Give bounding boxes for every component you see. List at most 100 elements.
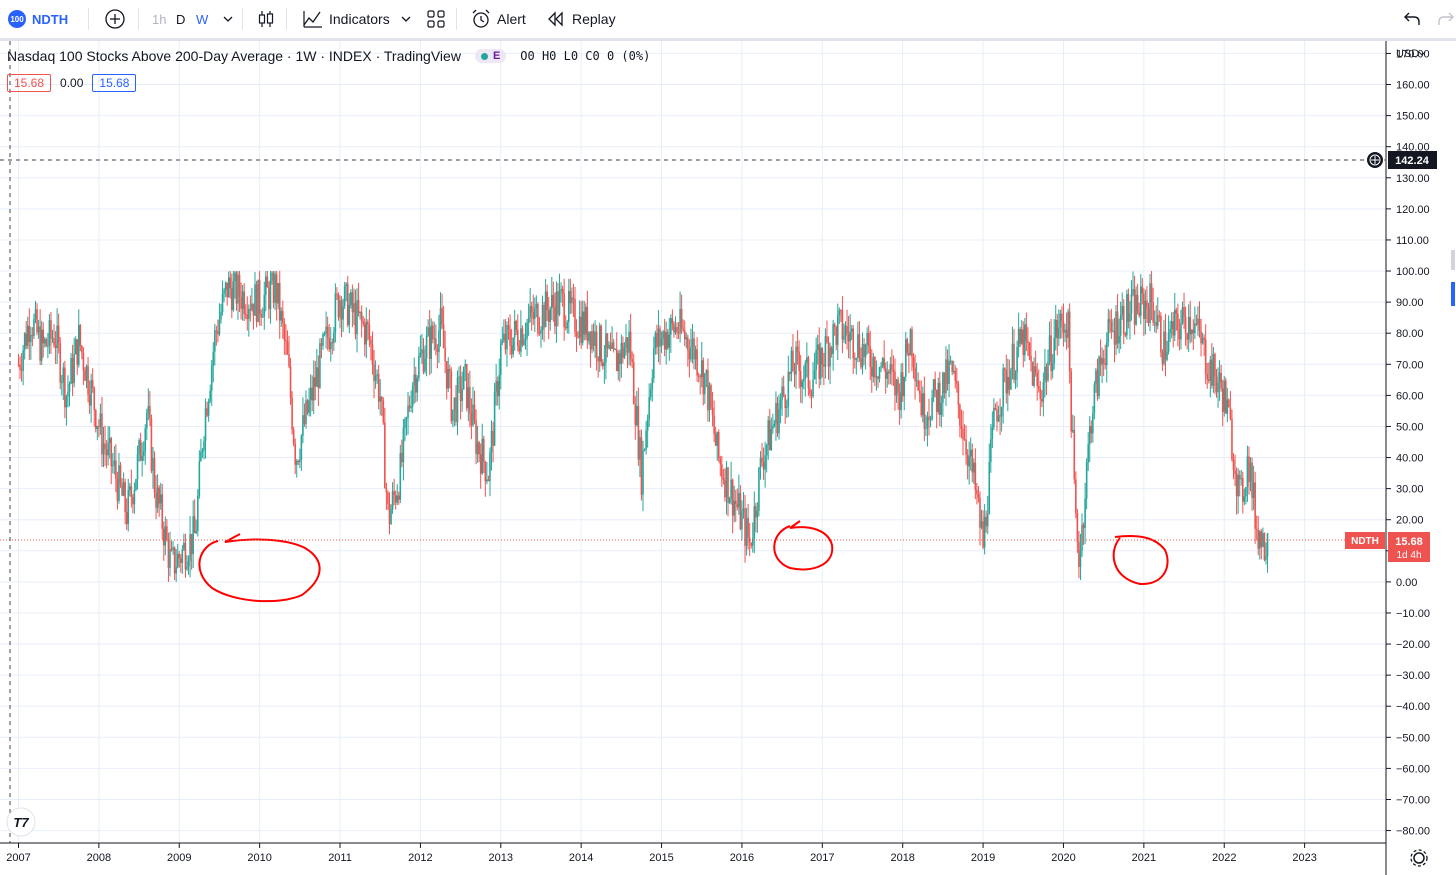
candle-body [764, 455, 766, 470]
candle-body [478, 442, 480, 455]
candles-icon [258, 11, 274, 27]
candle-body [425, 335, 428, 359]
candle-body [1141, 286, 1144, 294]
candle-body [419, 352, 422, 357]
candle-body [34, 309, 37, 319]
candle-body [170, 549, 173, 551]
candle-body [414, 374, 417, 393]
y-tick-label: 20.00 [1396, 515, 1424, 527]
candle-body [107, 443, 109, 456]
axis-scroll-handle[interactable] [1451, 250, 1455, 270]
candle-body [719, 458, 722, 465]
candle-body [588, 331, 590, 342]
candle-body [1084, 498, 1086, 529]
candle-body [132, 497, 134, 505]
candle-body [818, 344, 821, 379]
indicators-button[interactable]: Indicators [294, 0, 398, 38]
candle-body [28, 325, 31, 343]
replay-button[interactable]: Replay [538, 0, 624, 38]
indicators-icon [303, 11, 322, 28]
timeframe-d[interactable]: D [176, 11, 186, 27]
candle-body [1082, 524, 1085, 529]
candle-body [294, 443, 296, 465]
candle-body [1231, 418, 1233, 460]
axis-scale-handle[interactable] [1451, 282, 1455, 306]
candle-body [671, 318, 674, 324]
x-tick-label: 2020 [1051, 852, 1075, 864]
timeframe-w[interactable]: W [196, 11, 209, 27]
candle-body [804, 362, 807, 380]
candle-body [1175, 309, 1178, 314]
candle-body [322, 334, 324, 346]
candle-body [716, 432, 719, 446]
symbol-search-button[interactable]: 100 NDTH [0, 0, 76, 38]
candle-body [223, 289, 225, 294]
candle-body [558, 290, 561, 315]
candle-body [942, 372, 944, 403]
candle-body [155, 492, 157, 508]
candle-body [479, 454, 482, 474]
candle-body [509, 329, 511, 346]
candle-body [796, 346, 799, 352]
candle-body [578, 316, 581, 338]
price-axis[interactable]: 170.00 160.00 150.00 140.00 130.00 120.00 110.… [1386, 48, 1430, 838]
candle-body [249, 308, 252, 310]
candle-body [657, 328, 660, 348]
redo-button[interactable] [1428, 0, 1456, 38]
candle-body [1025, 324, 1028, 341]
candle-body [566, 322, 569, 329]
timeframe-dropdown[interactable] [214, 0, 242, 38]
candle-body [725, 467, 728, 498]
candle-body [603, 362, 606, 366]
candle-body [421, 349, 423, 353]
candle-body [1194, 323, 1196, 334]
alert-button[interactable]: Alert [462, 0, 534, 38]
y-tick-label: 160.00 [1396, 80, 1430, 92]
candle-body [1116, 311, 1119, 344]
time-axis[interactable]: 2007 2008 2009 2010 2011 2012 2013 2014 2015 2016… [6, 843, 1317, 864]
candle-body [1201, 337, 1204, 344]
candle-body [1088, 426, 1091, 445]
candle-body [530, 306, 533, 313]
currency-label[interactable]: USD [1396, 48, 1419, 60]
candle-body [863, 344, 865, 358]
redo-icon [1438, 12, 1454, 25]
candle-body [1184, 316, 1187, 334]
earnings-badge[interactable]: E [474, 49, 507, 63]
candle-body [606, 333, 609, 349]
candle-body [802, 379, 805, 382]
indicators-dropdown[interactable] [392, 0, 420, 38]
candle-body [643, 449, 646, 451]
candle-body [314, 377, 317, 387]
candle-body [328, 337, 330, 350]
candle-body [308, 400, 310, 413]
candle-body [772, 426, 774, 430]
candle-body [482, 438, 485, 462]
candle-body [1054, 319, 1057, 338]
candle-body [1248, 456, 1250, 482]
candle-body [325, 326, 327, 334]
compare-button[interactable] [96, 0, 134, 38]
chart-type-button[interactable] [248, 0, 284, 38]
candle-body [1092, 413, 1094, 434]
candle-body [708, 385, 711, 411]
timeframe-1h[interactable]: 1h [152, 11, 167, 27]
templates-button[interactable] [418, 0, 454, 38]
candle-body [152, 457, 154, 471]
candle-body [795, 346, 797, 375]
candle-body [1189, 316, 1192, 335]
x-tick-label: 2010 [247, 852, 271, 864]
candle-body [448, 369, 451, 372]
candle-body [1226, 399, 1229, 414]
tradingview-logo-icon[interactable]: T7 [6, 807, 36, 837]
settings-gear-icon[interactable] [1410, 849, 1428, 867]
candle-body [1149, 283, 1151, 323]
candle-body [636, 406, 638, 426]
candle-body [1192, 329, 1195, 334]
undo-button[interactable] [1394, 0, 1430, 38]
candle-body [139, 440, 142, 461]
legend-title[interactable]: Nasdaq 100 Stocks Above 200-Day Average … [7, 48, 461, 64]
candle-body [1127, 294, 1130, 322]
candle-body [1010, 369, 1012, 390]
